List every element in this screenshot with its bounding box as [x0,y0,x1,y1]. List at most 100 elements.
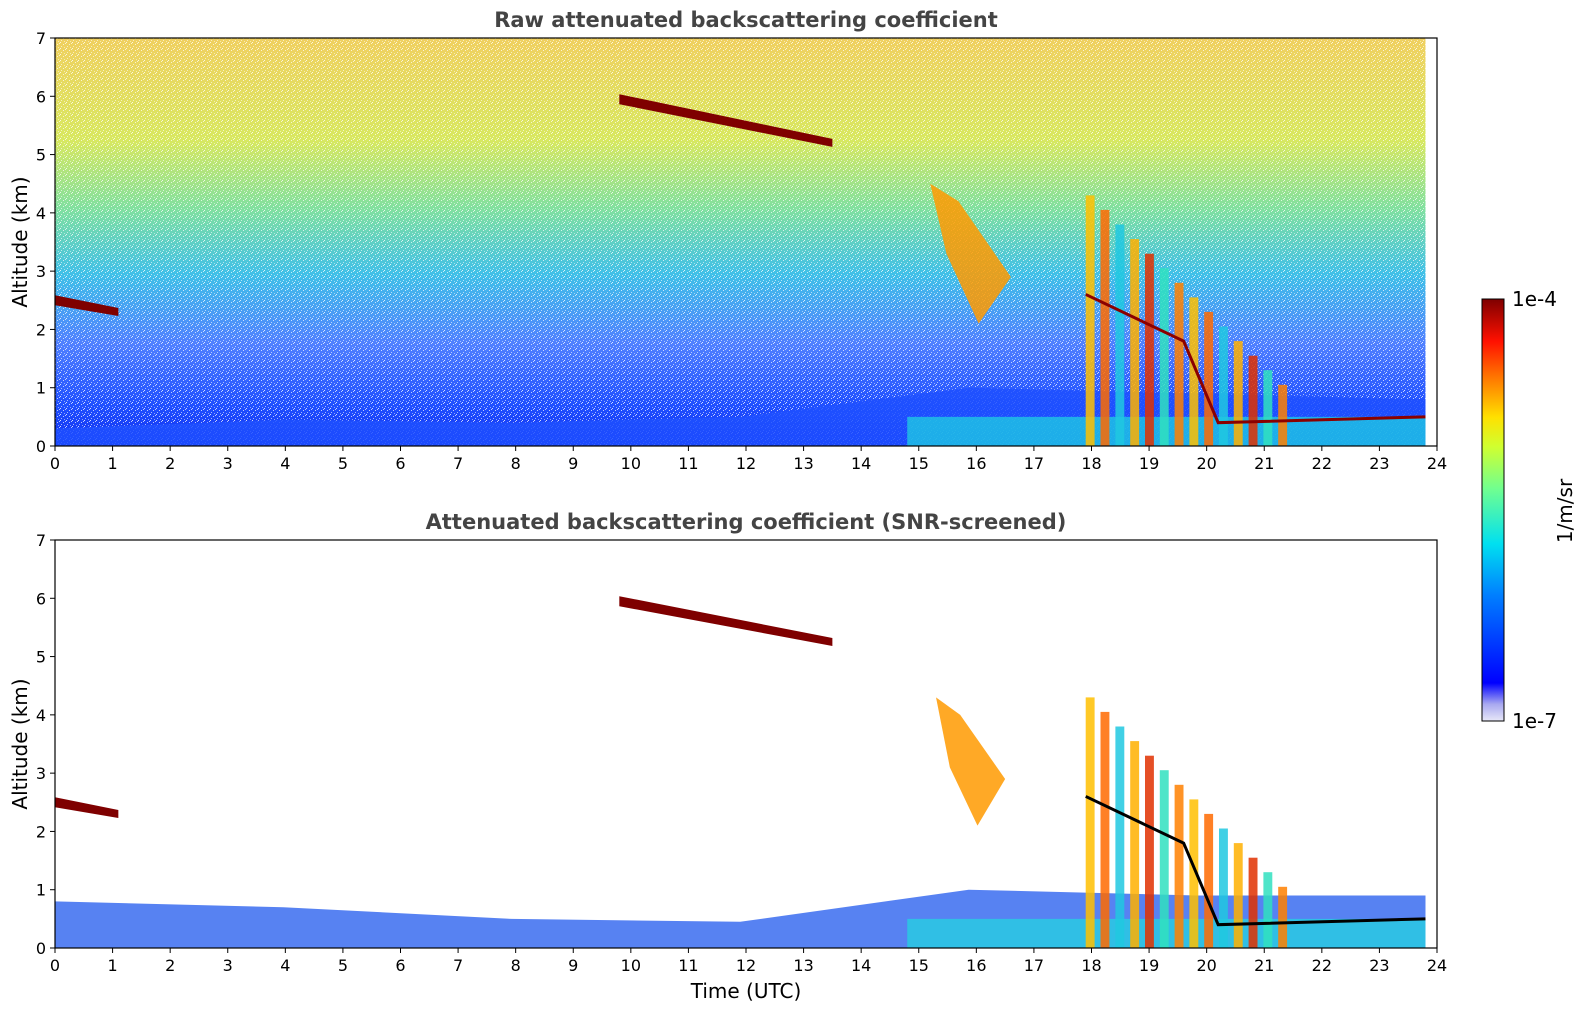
precipitation-streak-mark [1263,370,1273,446]
colorbar-unit-label: 1/m/sr [1553,478,1577,543]
precipitation-streak-mark [1204,813,1214,948]
precipitation-streak-mark [1085,195,1095,446]
x-tick-label: 22 [1312,956,1332,975]
melting-layer-mark [1085,795,1426,927]
y-tick-label: 7 [36,531,46,550]
raw-panel: Raw attenuated backscattering coefficien… [8,8,1447,473]
y-tick-label: 0 [36,437,46,456]
x-tick-label: 5 [338,454,348,473]
precipitation-streak-mark [1219,326,1228,446]
x-tick-label: 12 [736,454,756,473]
precipitation-streak-mark [1219,828,1228,948]
y-tick-label: 0 [36,939,46,958]
screened-y-axis-label: Altitude (km) [8,678,32,809]
x-tick-label: 16 [966,454,986,473]
x-tick-label: 2 [165,454,175,473]
colorbar: 1e-4 1e-7 1/m/sr [1481,287,1577,733]
x-tick-label: 19 [1139,956,1159,975]
precipitation-streak-mark [1159,770,1169,948]
precipitation-streak-mark [1278,886,1288,948]
precipitation-streak-mark [1115,224,1125,446]
precipitation-streak-mark [1130,239,1140,446]
cloud-layer-mark [619,596,833,646]
x-tick-label: 18 [1081,956,1101,975]
x-tick-label: 17 [1024,956,1044,975]
screened-y-ticks: 0 1 2 3 4 5 6 7 [36,531,55,958]
precipitation-streak-mark [1233,341,1243,446]
screened-x-ticks: 0 1 2 3 4 5 6 7 8 9 10 11 12 13 14 15 16 17 18 19 20 21 22 23 24 [50,948,1447,975]
x-tick-label: 0 [50,956,60,975]
raw-y-axis-label: Altitude (km) [8,176,32,307]
precipitation-streak-mark [1263,872,1273,948]
precipitation-streak-mark [1174,784,1184,948]
x-tick-label: 6 [395,956,405,975]
x-tick-label: 8 [511,956,521,975]
x-tick-label: 1 [107,454,117,473]
x-tick-label: 19 [1139,454,1159,473]
x-tick-label: 4 [280,956,290,975]
x-tick-label: 0 [50,454,60,473]
y-tick-label: 2 [36,320,46,339]
colorbar-gradient [1481,298,1505,722]
y-tick-label: 3 [36,262,46,281]
x-tick-label: 13 [793,454,813,473]
precipitation-streak-mark [1204,311,1214,446]
precipitation-streak-mark [1115,726,1125,948]
screened-x-axis-label: Time (UTC) [690,979,802,1003]
y-tick-label: 5 [36,146,46,165]
x-tick-label: 17 [1024,454,1044,473]
precipitation-streak-mark [1189,799,1199,948]
x-tick-label: 7 [453,454,463,473]
x-tick-label: 14 [851,454,871,473]
precipitation-streak-mark [1145,755,1154,948]
cloud-layer-mark [55,295,119,316]
precipitation-streak-mark [1248,355,1258,446]
precipitation-streak-mark [1248,857,1258,948]
x-tick-label: 18 [1081,454,1101,473]
x-tick-label: 22 [1312,454,1332,473]
x-tick-label: 9 [568,956,578,975]
colorbar-max-label: 1e-4 [1512,287,1557,311]
x-tick-label: 1 [107,956,117,975]
raw-x-ticks: 0 1 2 3 4 5 6 7 8 9 10 11 12 13 14 15 16 17 18 19 20 21 22 23 24 [50,446,1447,473]
cloud-layer-mark [619,94,833,147]
x-tick-label: 12 [736,956,756,975]
precipitation-streak-mark [1130,741,1140,948]
x-tick-label: 2 [165,956,175,975]
x-tick-label: 21 [1254,956,1274,975]
x-tick-label: 14 [851,956,871,975]
x-tick-label: 11 [678,956,698,975]
y-tick-label: 1 [36,379,46,398]
precipitation-streak-mark [1174,282,1184,446]
x-tick-label: 24 [1427,454,1447,473]
precipitation-streak-mark [1100,711,1110,948]
x-tick-label: 10 [621,956,641,975]
virga-mark [930,183,1011,324]
y-tick-label: 7 [36,29,46,48]
raw-panel-title: Raw attenuated backscattering coefficien… [494,8,998,32]
raw-y-ticks: 0 1 2 3 4 5 6 7 [36,29,55,456]
y-tick-label: 4 [36,706,46,725]
x-tick-label: 7 [453,956,463,975]
y-tick-label: 6 [36,87,46,106]
colorbar-min-label: 1e-7 [1512,709,1557,733]
y-tick-label: 5 [36,648,46,667]
x-tick-label: 20 [1196,454,1216,473]
x-tick-label: 10 [621,454,641,473]
x-tick-label: 11 [678,454,698,473]
x-tick-label: 15 [909,454,929,473]
x-tick-label: 24 [1427,956,1447,975]
melting-layer-mark [1085,293,1426,425]
x-tick-label: 3 [223,956,233,975]
y-tick-label: 3 [36,764,46,783]
y-tick-label: 4 [36,204,46,223]
x-tick-label: 3 [223,454,233,473]
y-tick-label: 6 [36,589,46,608]
x-tick-label: 21 [1254,454,1274,473]
screened-heatmap-area [54,539,1438,949]
screened-panel-title: Attenuated backscattering coefficient (S… [426,510,1067,534]
y-tick-label: 2 [36,822,46,841]
y-tick-label: 1 [36,881,46,900]
screened-panel: Attenuated backscattering coefficient (S… [8,510,1447,1003]
x-tick-label: 8 [511,454,521,473]
